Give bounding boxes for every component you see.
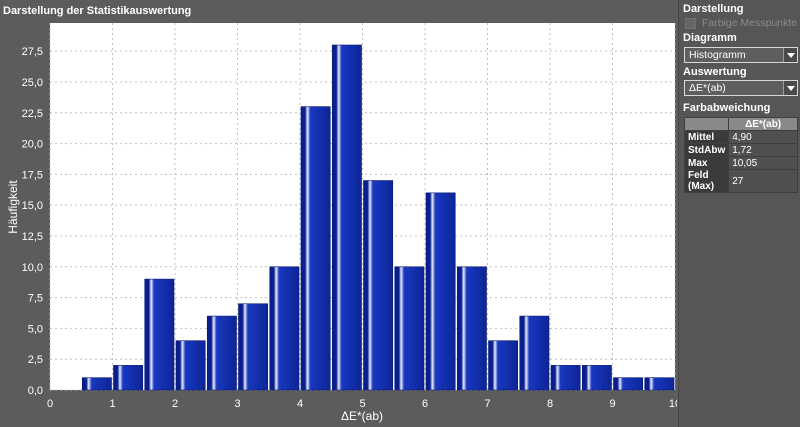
histogram-bar bbox=[644, 377, 675, 391]
y-tick-label: 20,0 bbox=[22, 139, 43, 151]
x-tick-label: 5 bbox=[359, 398, 365, 410]
colored-points-label: Farbige Messpunkte bbox=[702, 17, 798, 29]
diagram-section-title: Diagramm bbox=[683, 32, 737, 44]
stats-label: Max bbox=[683, 156, 730, 170]
colored-points-checkbox-row[interactable]: Farbige Messpunkte bbox=[685, 17, 797, 29]
diagram-select-value: Histogramm bbox=[689, 49, 746, 61]
stats-column-header: ΔE*(ab) bbox=[728, 117, 798, 131]
x-tick-label: 4 bbox=[297, 398, 303, 410]
histogram-bar bbox=[456, 266, 487, 391]
histogram-chart: 0 1 2 3 4 5 6 7 8 9 10 0,0 2,5 5,0 7,5 10,0 12,5 15,0 17,5… bbox=[6, 23, 677, 423]
histogram-bar bbox=[613, 377, 644, 391]
x-tick-label: 0 bbox=[47, 398, 53, 410]
histogram-bar bbox=[238, 303, 269, 391]
histogram-bar bbox=[81, 377, 112, 391]
histogram-bar bbox=[488, 340, 519, 391]
histogram-bar bbox=[425, 192, 456, 391]
x-tick-label: 9 bbox=[609, 398, 615, 410]
histogram-bar bbox=[269, 266, 300, 391]
histogram-bar bbox=[550, 365, 581, 391]
histogram-bar bbox=[300, 106, 331, 391]
stats-label: StdAbw bbox=[683, 143, 730, 157]
y-tick-label: 15,0 bbox=[22, 200, 43, 212]
x-tick-label: 3 bbox=[234, 398, 240, 410]
histogram-bar bbox=[394, 266, 425, 391]
grid-lines bbox=[49, 23, 676, 391]
x-tick-label: 8 bbox=[547, 398, 553, 410]
histogram-bar bbox=[113, 365, 144, 391]
colored-points-checkbox[interactable] bbox=[685, 17, 696, 29]
histogram-bar bbox=[519, 315, 550, 391]
evaluation-select-value: ΔE*(ab) bbox=[689, 82, 726, 94]
axes: 0 1 2 3 4 5 6 7 8 9 10 0,0 2,5 5,0 7,5 10,0 12,5 15,0 17,5… bbox=[22, 46, 677, 410]
histogram-bar bbox=[363, 180, 394, 391]
y-tick-label: 5,0 bbox=[28, 323, 43, 335]
stats-table-corner bbox=[683, 117, 730, 131]
x-axis-label: ΔE*(ab) bbox=[341, 409, 383, 423]
x-tick-label: 7 bbox=[484, 398, 490, 410]
diagram-select[interactable]: Histogramm bbox=[684, 47, 798, 63]
stats-value: 27 bbox=[728, 169, 798, 193]
evaluation-select[interactable]: ΔE*(ab) bbox=[684, 80, 798, 96]
stats-value: 4,90 bbox=[728, 130, 798, 144]
evaluation-section-title: Auswertung bbox=[683, 66, 747, 78]
chart-panel: 0 1 2 3 4 5 6 7 8 9 10 0,0 2,5 5,0 7,5 10,0 12,5 15,0 17,5… bbox=[3, 5, 677, 423]
y-tick-label: 22,5 bbox=[22, 108, 43, 120]
y-tick-label: 10,0 bbox=[22, 262, 43, 274]
stats-label: Mittel bbox=[683, 130, 730, 144]
histogram-bar bbox=[144, 278, 175, 391]
histogram-bar bbox=[206, 315, 237, 391]
stats-value: 10,05 bbox=[728, 156, 798, 170]
histogram-bar bbox=[581, 365, 612, 391]
y-tick-label: 2,5 bbox=[28, 354, 43, 366]
stats-label: Feld (Max) bbox=[683, 169, 730, 193]
x-tick-label: 2 bbox=[172, 398, 178, 410]
histogram-bar bbox=[175, 340, 206, 391]
y-tick-label: 17,5 bbox=[22, 169, 43, 181]
y-tick-label: 12,5 bbox=[22, 231, 43, 243]
table-row: Mittel 4,90 bbox=[683, 130, 798, 144]
settings-sidebar: Darstellung Farbige Messpunkte Diagramm … bbox=[678, 0, 800, 427]
panel-title: Darstellung der Statistikauswertung bbox=[3, 5, 192, 17]
y-axis-label: Häufigkeit bbox=[6, 180, 20, 234]
chevron-down-icon[interactable] bbox=[783, 48, 797, 62]
table-row: StdAbw 1,72 bbox=[683, 143, 798, 157]
stats-value: 1,72 bbox=[728, 143, 798, 157]
y-tick-label: 27,5 bbox=[22, 46, 43, 58]
stats-table: ΔE*(ab) Mittel 4,90 StdAbw 1,72 Max 10,0… bbox=[683, 117, 798, 193]
stats-table-header: ΔE*(ab) bbox=[683, 117, 798, 131]
display-section-title: Darstellung bbox=[683, 3, 744, 15]
y-tick-label: 0,0 bbox=[28, 385, 43, 397]
x-tick-label: 1 bbox=[109, 398, 115, 410]
y-tick-label: 7,5 bbox=[28, 293, 43, 305]
table-row: Feld (Max) 27 bbox=[683, 169, 798, 193]
histogram-bars bbox=[81, 44, 675, 391]
x-tick-label: 10 bbox=[669, 398, 677, 410]
table-row: Max 10,05 bbox=[683, 156, 798, 170]
deviation-section-title: Farbabweichung bbox=[683, 102, 771, 114]
y-tick-label: 25,0 bbox=[22, 77, 43, 89]
x-tick-label: 6 bbox=[422, 398, 428, 410]
histogram-bar bbox=[331, 44, 362, 391]
chevron-down-icon[interactable] bbox=[783, 81, 797, 95]
